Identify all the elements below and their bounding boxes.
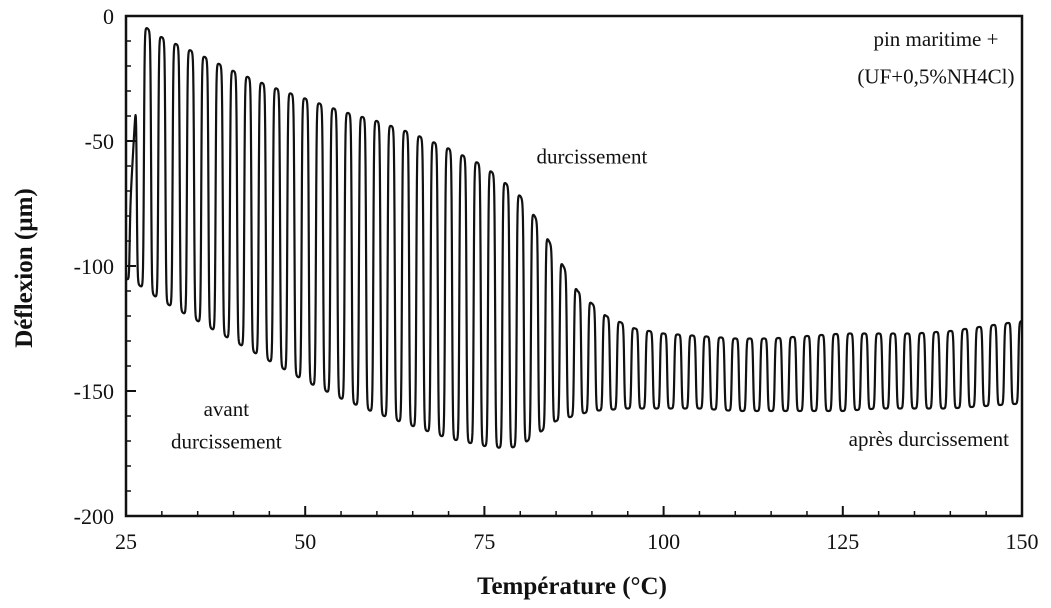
x-tick-label: 150 bbox=[1006, 529, 1039, 554]
y-tick-label: -50 bbox=[85, 129, 114, 154]
y-axis-ticks: 0 -50 -100 -150 -200 bbox=[74, 4, 136, 529]
chart-annotation: (UF+0,5%NH4Cl) bbox=[857, 65, 1014, 89]
x-tick-label: 125 bbox=[826, 529, 859, 554]
chart-annotation: durcissement bbox=[171, 430, 282, 454]
series-layer bbox=[125, 27, 1023, 449]
chart-annotation: durcissement bbox=[537, 145, 648, 169]
y-tick-label: -150 bbox=[74, 379, 114, 404]
y-tick-label: -100 bbox=[74, 254, 114, 279]
y-tick-label: 0 bbox=[103, 4, 114, 29]
x-tick-label: 75 bbox=[473, 529, 495, 554]
x-tick-label: 25 bbox=[115, 529, 137, 554]
chart-annotation: avant bbox=[204, 397, 250, 421]
x-tick-label: 100 bbox=[647, 529, 680, 554]
x-axis-label: Température (°C) bbox=[477, 573, 667, 600]
y-tick-label: -200 bbox=[74, 504, 114, 529]
annotations: pin maritime + (UF+0,5%NH4Cl) durcissement… bbox=[171, 27, 1015, 454]
x-axis-ticks: 25 50 75 100 125 150 bbox=[115, 506, 1039, 554]
x-tick-label: 50 bbox=[294, 529, 316, 554]
deflection-series-line bbox=[125, 27, 1023, 449]
chart-annotation: après durcissement bbox=[849, 427, 1010, 451]
chart-annotation: pin maritime + bbox=[873, 27, 998, 51]
y-axis-label: Déflexion (µm) bbox=[11, 188, 38, 348]
